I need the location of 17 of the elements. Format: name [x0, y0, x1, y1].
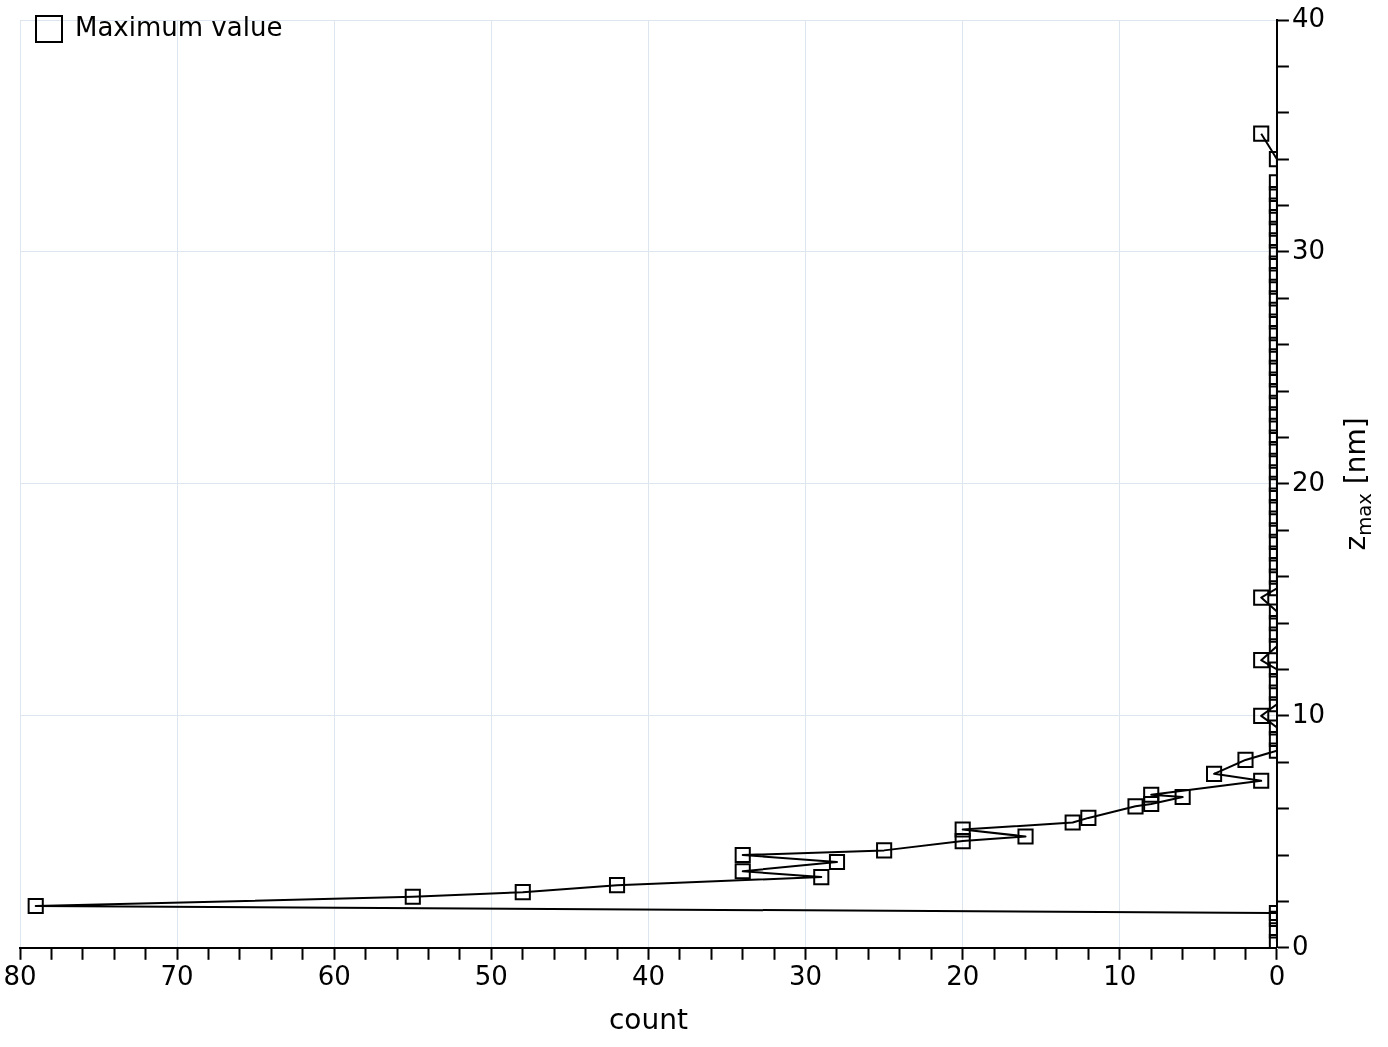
y-tick-label: 20	[1291, 466, 1326, 497]
y-tick-label: 0	[1291, 930, 1309, 961]
x-tick-label: 80	[3, 961, 37, 992]
x-tick-label: 10	[1103, 961, 1137, 992]
x-tick-label: 50	[474, 961, 508, 992]
x-tick-label: 70	[160, 961, 194, 992]
y-axis-title: zmax [nm]	[1339, 417, 1377, 551]
x-axis-title: count	[608, 1003, 688, 1037]
x-tick-label: 0	[1268, 961, 1286, 992]
legend-label: Maximum value	[75, 11, 283, 42]
x-tick-label: 30	[789, 961, 823, 992]
x-tick-label: 60	[317, 961, 351, 992]
y-tick-label: 30	[1291, 234, 1326, 265]
x-tick-label: 20	[946, 961, 980, 992]
y-tick-label: 10	[1291, 698, 1326, 729]
y-tick-label: 40	[1291, 2, 1326, 33]
x-tick-label: 40	[631, 961, 665, 992]
